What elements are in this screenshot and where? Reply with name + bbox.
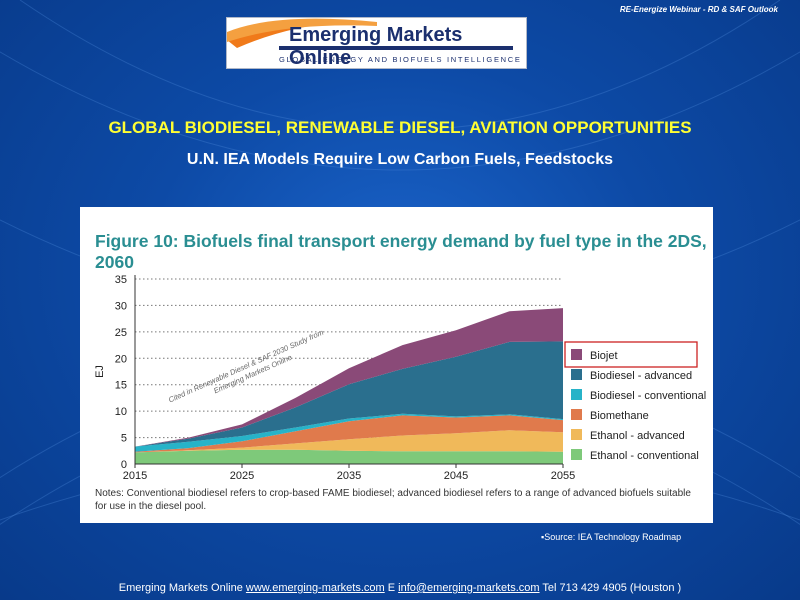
header-note: RE-Energize Webinar - RD & SAF Outlook <box>619 5 778 14</box>
area-biodiesel-advanced <box>135 341 563 447</box>
y-tick-label-20: 20 <box>115 353 127 365</box>
logo-subtitle: GLOBAL ENERGY AND BIOFUELS INTELLIGENCE <box>279 55 522 64</box>
x-tick-label-2035: 2035 <box>337 470 361 482</box>
x-tick-label-2025: 2025 <box>230 470 254 482</box>
legend-swatch-biodiesel-advanced <box>571 369 582 380</box>
legend-label-ethanol-advanced: Ethanol - advanced <box>590 430 685 442</box>
area-ethanol-conventional <box>135 449 563 464</box>
source-text: Source: IEA Technology Roadmap <box>544 532 682 542</box>
y-tick-label-0: 0 <box>121 459 127 471</box>
chart-figure: Figure 10: Biofuels final transport ener… <box>80 207 713 523</box>
legend-swatch-biodiesel-conventional <box>571 389 582 400</box>
legend-label-biomethane: Biomethane <box>590 410 649 422</box>
legend-swatch-ethanol-advanced <box>571 429 582 440</box>
logo-title: Emerging Markets Online <box>289 24 463 69</box>
watermark-line-1: Cited in Renewable Diesel & SAF 2030 Stu… <box>167 328 325 405</box>
area-biojet <box>135 308 563 447</box>
y-tick-label-10: 10 <box>115 406 127 418</box>
y-tick-label-15: 15 <box>115 380 127 392</box>
y-tick-label-35: 35 <box>115 274 127 286</box>
area-biomethane <box>135 415 563 453</box>
legend-label-ethanol-conventional: Ethanol - conventional <box>590 450 699 462</box>
legend-swatch-biomethane <box>571 409 582 420</box>
chart-title: Figure 10: Biofuels final transport ener… <box>95 231 707 272</box>
footer-email-prefix: E <box>387 582 396 594</box>
x-tick-label-2045: 2045 <box>444 470 468 482</box>
x-tick-label-2055: 2055 <box>551 470 575 482</box>
company-logo: Emerging Markets Online GLOBAL ENERGY AN… <box>226 17 527 69</box>
footer-phone: Tel 713 429 4905 (Houston ) <box>542 582 682 594</box>
legend-label-biojet: Biojet <box>590 350 618 362</box>
legend-swatch-ethanol-conventional <box>571 449 582 460</box>
x-tick-label-2015: 2015 <box>123 470 147 482</box>
y-axis-label: EJ <box>94 365 106 378</box>
chart-notes: Notes: Conventional biodiesel refers to … <box>95 488 691 512</box>
y-tick-label-25: 25 <box>115 327 127 339</box>
logo-swoosh-icon <box>227 18 513 50</box>
legend-label-biodiesel-advanced: Biodiesel - advanced <box>590 370 692 382</box>
area-ethanol-advanced <box>135 430 563 453</box>
y-tick-label-30: 30 <box>115 300 127 312</box>
area-biodiesel-conventional <box>135 413 563 452</box>
slide-title: GLOBAL BIODIESEL, RENEWABLE DIESEL, AVIA… <box>108 118 692 137</box>
y-tick-label-5: 5 <box>121 433 127 445</box>
footer-company: Emerging Markets Online <box>118 582 243 594</box>
source-note: ▪Source: IEA Technology Roadmap <box>541 532 682 542</box>
slide-subtitle: U.N. IEA Models Require Low Carbon Fuels… <box>186 151 614 168</box>
legend-swatch-biojet <box>571 349 582 360</box>
footer-website-link[interactable]: www.emerging-markets.com <box>245 582 385 594</box>
legend-label-biodiesel-conventional: Biodiesel - conventional <box>590 390 706 402</box>
footer-email-link[interactable]: info@emerging-markets.com <box>398 582 540 594</box>
legend-highlight-box <box>564 341 698 368</box>
footer: Emerging Markets Online www.emerging-mar… <box>0 582 800 594</box>
